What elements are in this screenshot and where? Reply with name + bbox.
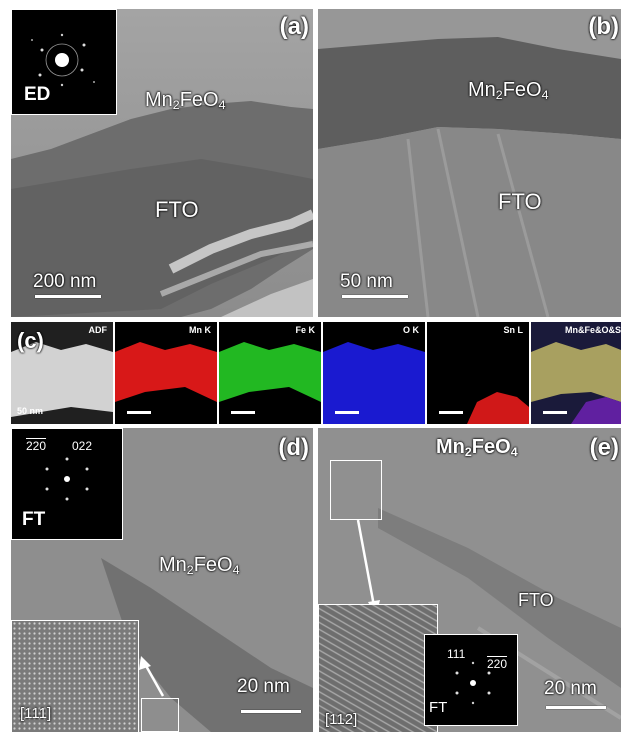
- map-sn-l: Sn L: [427, 322, 529, 424]
- panel-d-scale-label: 20 nm: [237, 676, 290, 697]
- panel-d-letter: (d): [278, 434, 309, 461]
- mn-map-image: [115, 342, 217, 402]
- panel-d: 220 022 FT (d) Mn2FeO4 [111] 20 nm: [11, 428, 313, 732]
- lattice-fringes-e: [319, 605, 437, 732]
- selected-region-box-e: [330, 460, 382, 520]
- panel-b: (b) Mn2FeO4 FTO 50 nm: [318, 9, 621, 317]
- hrtem-inset-e: [112]: [318, 604, 438, 732]
- map-mn-scale-bar: [127, 411, 151, 414]
- map-o-k: O K: [323, 322, 425, 424]
- map-adf: ADF (c) 50 nm: [11, 322, 113, 424]
- panel-b-letter: (b): [588, 13, 619, 40]
- diffraction-pattern: [31, 33, 95, 87]
- ft-spot-d-1: 220: [26, 439, 47, 453]
- panel-b-scale-bar: [342, 295, 408, 298]
- panel-e-phase-label: Mn2FeO4: [436, 436, 518, 460]
- map-adf-label: ADF: [88, 325, 108, 335]
- zone-axis-d: [111]: [20, 705, 52, 722]
- map-composite-scale-bar: [543, 411, 567, 414]
- lattice-fringes-d: [12, 621, 138, 732]
- panel-e-scale-label: 20 nm: [544, 678, 597, 699]
- panel-c-letter: (c): [17, 328, 44, 353]
- zone-axis-e: [112]: [325, 711, 358, 728]
- panel-d-phase-label: Mn2FeO4: [159, 554, 240, 578]
- map-fe-k: Fe K: [219, 322, 321, 424]
- panel-e: Mn2FeO4 (e) FTO [112] 111 220: [318, 428, 621, 732]
- ft-spot-e-1: 111: [447, 647, 466, 661]
- map-composite: Mn&Fe&O&S: [531, 322, 621, 424]
- ft-inset-d: 220 022 FT: [11, 428, 123, 540]
- map-fe-label: Fe K: [295, 325, 315, 335]
- panel-b-scale-label: 50 nm: [340, 271, 393, 292]
- panel-b-phase-label: Mn2FeO4: [468, 79, 549, 103]
- ft-label-e: FT: [429, 699, 448, 716]
- panel-a-phase-label: Mn2FeO4: [145, 89, 226, 113]
- panel-a-image: [11, 9, 313, 317]
- composite-map-image: [531, 342, 621, 424]
- panel-b-image: [318, 9, 621, 317]
- adf-image: [11, 342, 113, 417]
- sn-map-image: [467, 392, 529, 424]
- panel-a: ED (a) Mn2FeO4 FTO 200 nm: [11, 9, 313, 317]
- adf-scale-label: 50 nm: [17, 406, 44, 416]
- map-sn-scale-bar: [439, 411, 463, 414]
- panel-a-scale-bar: [35, 295, 101, 298]
- ft-inset-e: 111 220 FT: [424, 634, 518, 726]
- panel-d-scale-bar: [241, 710, 301, 713]
- ft-pattern-e: [455, 661, 491, 705]
- ft-label-d: FT: [22, 509, 46, 530]
- panel-e-scale-bar: [546, 706, 606, 709]
- map-mn-label: Mn K: [189, 325, 211, 335]
- panel-a-fto-label: FTO: [155, 197, 199, 222]
- map-fe-scale-bar: [231, 411, 255, 414]
- panel-e-letter: (e): [589, 434, 619, 461]
- ft-pattern-d: [45, 457, 89, 501]
- ft-spot-e-2: 220: [487, 657, 508, 671]
- o-map-image: [323, 342, 425, 424]
- fe-map-image: [219, 342, 321, 402]
- arrow-d: [139, 656, 165, 697]
- ft-spot-d-2: 022: [72, 439, 93, 453]
- panel-a-scale-label: 200 nm: [33, 271, 97, 292]
- map-o-scale-bar: [335, 411, 359, 414]
- ed-inset: ED: [11, 9, 117, 115]
- hrtem-inset-d: [111]: [11, 620, 139, 732]
- map-mn-k: Mn K: [115, 322, 217, 424]
- panel-e-fto-label: FTO: [518, 590, 554, 610]
- panel-b-fto-label: FTO: [498, 189, 542, 214]
- ed-label: ED: [24, 84, 51, 105]
- map-o-label: O K: [402, 325, 419, 335]
- map-composite-label: Mn&Fe&O&S: [565, 325, 621, 335]
- map-sn-label: Sn L: [503, 325, 524, 335]
- panel-a-letter: (a): [279, 13, 309, 40]
